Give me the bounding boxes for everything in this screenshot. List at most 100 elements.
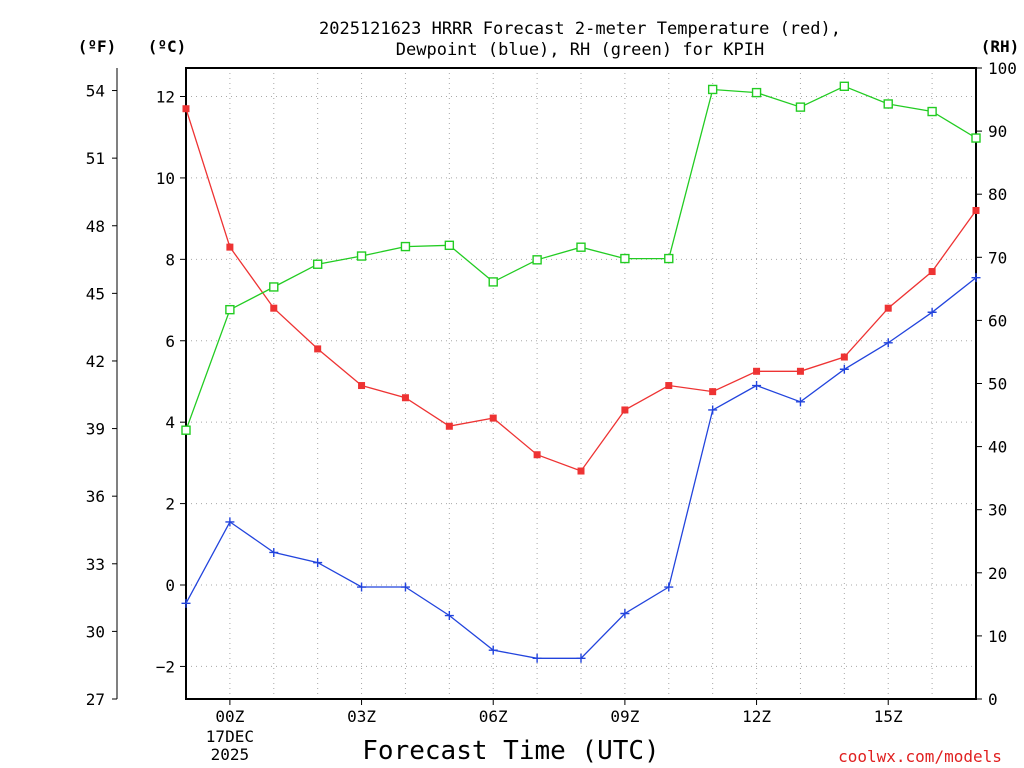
rh-tick-label: 80 [988,185,1007,204]
axes [112,67,982,705]
rh-point [225,304,235,315]
temperature-point [796,367,804,375]
dewpoint-point [883,338,893,348]
rh-point [356,251,367,261]
dewpoint-series [181,273,981,663]
dewpoint-point [400,582,410,592]
rh-point [576,242,586,252]
temperature-point [577,467,585,475]
rh-point [751,87,762,98]
dewpoint-point [532,653,542,663]
chart-subtitle: Dewpoint (blue), RH (green) for KPIH [396,40,764,60]
rh-tick-label: 50 [988,375,1007,394]
fahrenheit-tick-label: 48 [86,217,105,236]
rh-tick-label: 20 [988,564,1007,583]
dewpoint-point [927,307,937,317]
temperature-series [182,105,980,475]
temperature-point [621,406,629,414]
rh-tick-label: 60 [988,311,1007,330]
temperature-point [972,206,980,214]
rh-point [664,253,674,264]
rh-point [795,102,806,112]
rh-point [620,253,630,264]
temperature-point [358,382,366,390]
rh-point [444,240,455,251]
rh-point [488,277,498,287]
tick-labels: 27 30 33 36 39 42 45 48 51 54 −2 0 2 4 6 8 10 12 0 10 20 30 40… [86,59,1017,764]
rh-point [927,106,937,117]
temperature-point [445,422,453,430]
rh-unit-label: (RH) [981,37,1020,56]
rh-point [883,99,893,109]
fahrenheit-tick-label: 45 [86,284,105,303]
dewpoint-point [313,558,323,568]
celsius-tick-label: 10 [156,169,175,188]
temperature-point [182,105,190,113]
dewpoint-point [225,517,235,527]
credit-text: coolwx.com/models [838,747,1002,766]
celsius-unit-label: (ºC) [148,37,187,56]
temperature-point [709,388,717,396]
dewpoint-point [971,273,981,283]
data-series [181,81,981,663]
chart-title: 2025121623 HRRR Forecast 2-meter Tempera… [319,19,841,39]
rh-tick-label: 0 [988,690,998,709]
rh-point [400,241,411,252]
rh-point [532,255,542,265]
temperature-point [884,304,892,312]
rh-point [839,81,850,91]
fahrenheit-tick-label: 42 [86,352,105,371]
x-tick-label: 03Z [347,707,376,726]
dewpoint-point [269,547,279,557]
celsius-tick-label: 4 [165,413,175,432]
rh-series [181,81,981,435]
x-tick-label: 12Z [742,707,771,726]
rh-point [269,282,279,292]
fahrenheit-tick-label: 54 [86,82,105,101]
rh-tick-label: 70 [988,248,1007,267]
x-tick-year-label: 2025 [211,745,250,764]
rh-point [312,259,323,269]
x-tick-date-label: 17DEC [206,727,254,746]
temperature-point [270,304,278,312]
dewpoint-point [576,653,586,663]
temperature-point [401,394,409,402]
fahrenheit-tick-label: 51 [86,149,105,168]
celsius-tick-label: 6 [165,332,175,351]
fahrenheit-tick-label: 39 [86,420,105,439]
fahrenheit-tick-label: 27 [86,690,105,709]
fahrenheit-tick-label: 33 [86,555,105,574]
rh-tick-label: 100 [988,59,1017,78]
temperature-point [665,382,673,390]
rh-tick-label: 10 [988,627,1007,646]
rh-tick-label: 30 [988,501,1007,520]
celsius-tick-label: 12 [156,87,175,106]
rh-point [181,425,191,435]
x-tick-label: 00Z [215,707,244,726]
dewpoint-point [488,645,498,655]
dewpoint-point [357,582,367,592]
temperature-point [753,367,761,375]
temperature-point [226,243,234,251]
x-tick-label: 06Z [479,707,508,726]
rh-point [707,84,718,95]
rh-tick-label: 40 [988,438,1007,457]
fahrenheit-tick-label: 36 [86,487,105,506]
temperature-point [840,353,848,361]
celsius-tick-label: 8 [165,250,175,269]
fahrenheit-tick-label: 30 [86,622,105,641]
temperature-point [314,345,322,353]
grid-lines [186,68,976,699]
dewpoint-point [839,364,849,374]
temperature-point [489,414,497,422]
dewpoint-point [620,609,630,619]
temperature-point [928,268,936,276]
fahrenheit-unit-label: (ºF) [78,37,117,56]
celsius-tick-label: 2 [165,495,175,514]
x-tick-label: 09Z [610,707,639,726]
dewpoint-point [795,397,805,407]
temperature-point [533,451,541,459]
celsius-tick-label: −2 [156,657,175,676]
rh-point [971,133,981,143]
